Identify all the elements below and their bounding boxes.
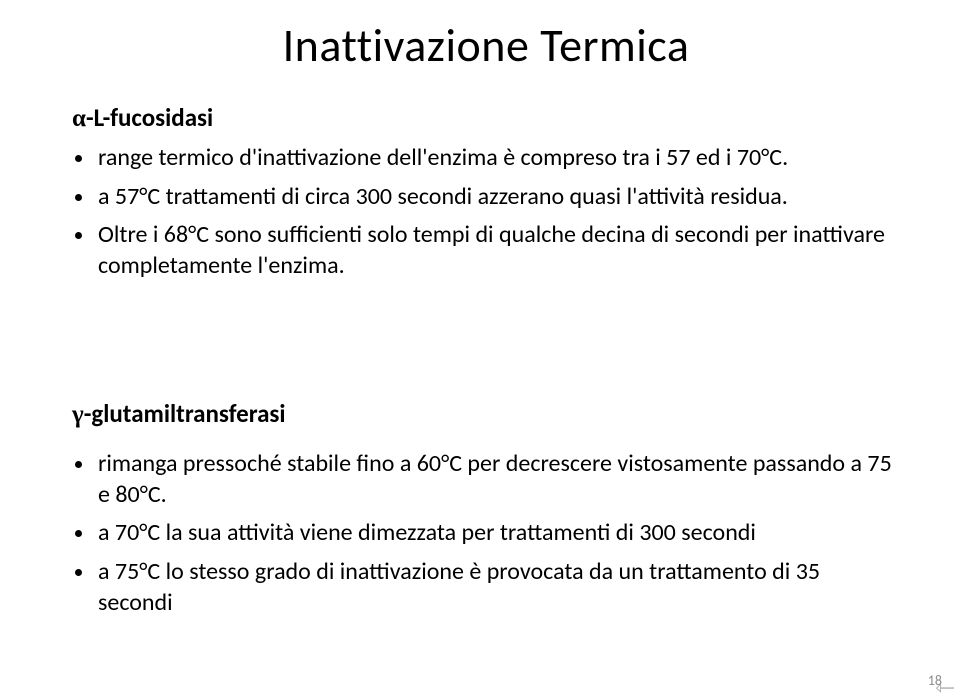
section1-label: α-L-fucosidasi	[72, 102, 900, 133]
list-item: a 57°C trattamenti di circa 300 secondi …	[96, 182, 900, 213]
slide-title: Inattivazione Termica	[72, 18, 900, 74]
list-item: rimanga pressoché stabile fino a 60°C pe…	[96, 449, 900, 510]
list-item: range termico d'inattivazione dell'enzim…	[96, 143, 900, 174]
list-item: a 70°C la sua attività viene dimezzata p…	[96, 518, 900, 549]
spacer	[72, 439, 900, 449]
spacer	[72, 290, 900, 398]
slide: Inattivazione Termica α-L-fucosidasi ran…	[0, 0, 960, 699]
section1-greek: α	[72, 105, 86, 132]
section1-bullets: range termico d'inattivazione dell'enzim…	[72, 143, 900, 282]
list-item: Oltre i 68°C sono sufficienti solo tempi…	[96, 220, 900, 281]
section2-bullets: rimanga pressoché stabile fino a 60°C pe…	[72, 449, 900, 619]
section2-greek: γ	[72, 401, 84, 428]
nav-arrow-icon: ⇽	[935, 674, 955, 699]
section2-label: γ-glutamiltransferasi	[72, 398, 900, 429]
list-item: a 75°C lo stesso grado di inattivazione …	[96, 557, 900, 618]
section1-rest: -L-fucosidasi	[86, 102, 213, 133]
section2-rest: -glutamiltransferasi	[84, 398, 286, 429]
